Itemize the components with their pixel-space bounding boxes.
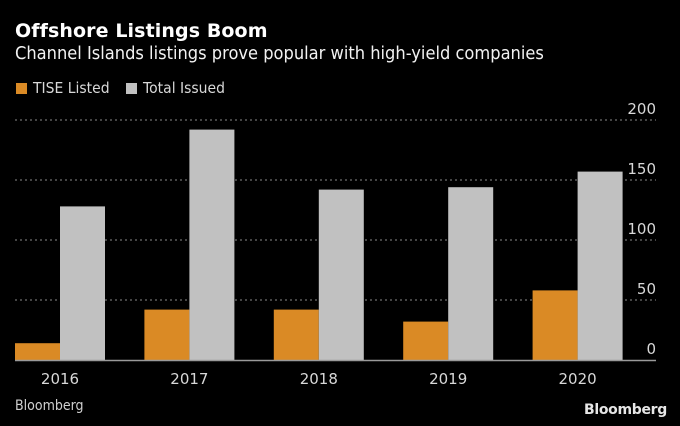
x-tick-label-2020: 2020 [559,370,597,388]
source-label: Bloomberg [15,398,84,414]
x-tick-label-2019: 2019 [429,370,467,388]
bar-tise-listed-2020 [532,290,578,360]
bar-tise-listed-2017 [144,309,190,360]
bar-tise-listed-2019 [403,321,449,360]
y-tick-label-100: 100 [627,220,656,238]
legend-swatch-total-issued [126,82,138,94]
bar-total-issued-2017 [189,129,235,360]
bar-tise-listed-2016 [15,343,60,360]
legend-item-tise-listed: TISE Listed [16,79,115,97]
y-tick-label-0: 0 [646,340,656,358]
bar-total-issued-2020 [577,171,623,360]
y-tick-label-50: 50 [637,280,656,298]
bars [15,129,623,360]
x-tick-label-2018: 2018 [300,370,338,388]
legend-label-total-issued: Total Issued [143,79,226,97]
y-tick-label-150: 150 [627,160,656,178]
x-axis-ticks: 2016 2017 2018 2019 2020 [41,370,597,388]
bar-total-issued-2019 [448,187,494,360]
bar-total-issued-2016 [60,206,105,360]
chart-title: Offshore Listings Boom [15,20,268,42]
y-axis-ticks: 0 50 100 150 200 [627,100,656,358]
legend-label-tise-listed: TISE Listed [33,79,110,97]
x-tick-label-2016: 2016 [41,370,79,388]
bar-tise-listed-2018 [273,309,319,360]
legend-item-total-issued: Total Issued [126,79,231,97]
legend: TISE Listed Total Issued [16,79,242,97]
y-tick-label-200: 200 [627,100,656,118]
x-tick-label-2017: 2017 [170,370,208,388]
bloomberg-logo: Bloomberg [583,402,667,418]
legend-swatch-tise-listed [16,82,27,94]
chart-subtitle: Channel Islands listings prove popular w… [15,44,544,64]
bar-total-issued-2018 [318,189,364,360]
